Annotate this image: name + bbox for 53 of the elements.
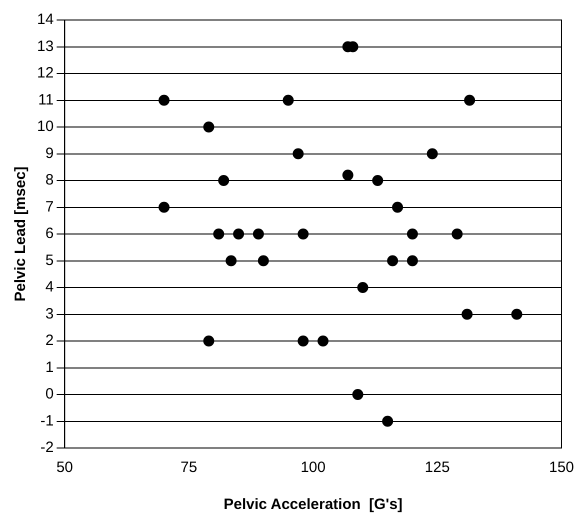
point <box>203 122 214 132</box>
y-tick-label: 13 <box>36 38 54 55</box>
y-tick-label: -2 <box>40 439 54 456</box>
point <box>387 255 398 266</box>
point <box>158 94 170 106</box>
point <box>252 228 264 240</box>
point <box>452 228 463 240</box>
point <box>406 255 418 266</box>
point <box>233 228 244 240</box>
point <box>342 170 354 181</box>
x-tick-label: 125 <box>424 459 450 476</box>
y-tick-label: 8 <box>45 172 54 189</box>
point <box>292 148 304 160</box>
x-tick-label: 75 <box>180 459 198 476</box>
point <box>426 148 438 160</box>
point <box>406 228 418 240</box>
point <box>357 282 368 293</box>
y-tick-label: 0 <box>45 386 54 403</box>
point <box>298 228 309 240</box>
x-axis-title: Pelvic Acceleration [G's] <box>224 496 403 514</box>
y-axis-title: Pelvic Lead [msec] <box>12 166 30 302</box>
x-tick-label: 50 <box>56 459 74 476</box>
point <box>372 175 384 186</box>
point <box>282 94 294 106</box>
point <box>382 416 394 427</box>
point <box>226 255 237 266</box>
y-tick-label: 2 <box>45 332 54 350</box>
point <box>218 175 230 186</box>
y-tick-label: 4 <box>45 278 54 296</box>
point <box>462 308 473 320</box>
point <box>318 336 329 346</box>
y-tick-label: 1 <box>45 358 54 376</box>
point <box>203 336 214 346</box>
y-tick-label: 10 <box>36 118 54 136</box>
y-tick-label: 9 <box>45 144 54 162</box>
point <box>298 336 309 346</box>
point <box>511 308 522 320</box>
point <box>464 94 476 106</box>
y-tick-label: 12 <box>36 64 54 82</box>
point <box>352 389 364 400</box>
y-tick-label: 7 <box>45 198 54 216</box>
y-tick-label: 11 <box>38 91 54 108</box>
y-tick-label: 5 <box>45 252 54 269</box>
x-tick-label: 100 <box>300 459 326 476</box>
point <box>392 202 404 213</box>
x-tick-label: 150 <box>548 459 574 476</box>
point <box>158 202 170 213</box>
point <box>213 228 224 240</box>
y-tick-label: -1 <box>40 412 54 430</box>
y-tick-label: 3 <box>45 305 54 322</box>
y-tick-label: 6 <box>45 225 54 242</box>
point <box>258 255 269 266</box>
y-tick-label: 14 <box>36 11 54 28</box>
